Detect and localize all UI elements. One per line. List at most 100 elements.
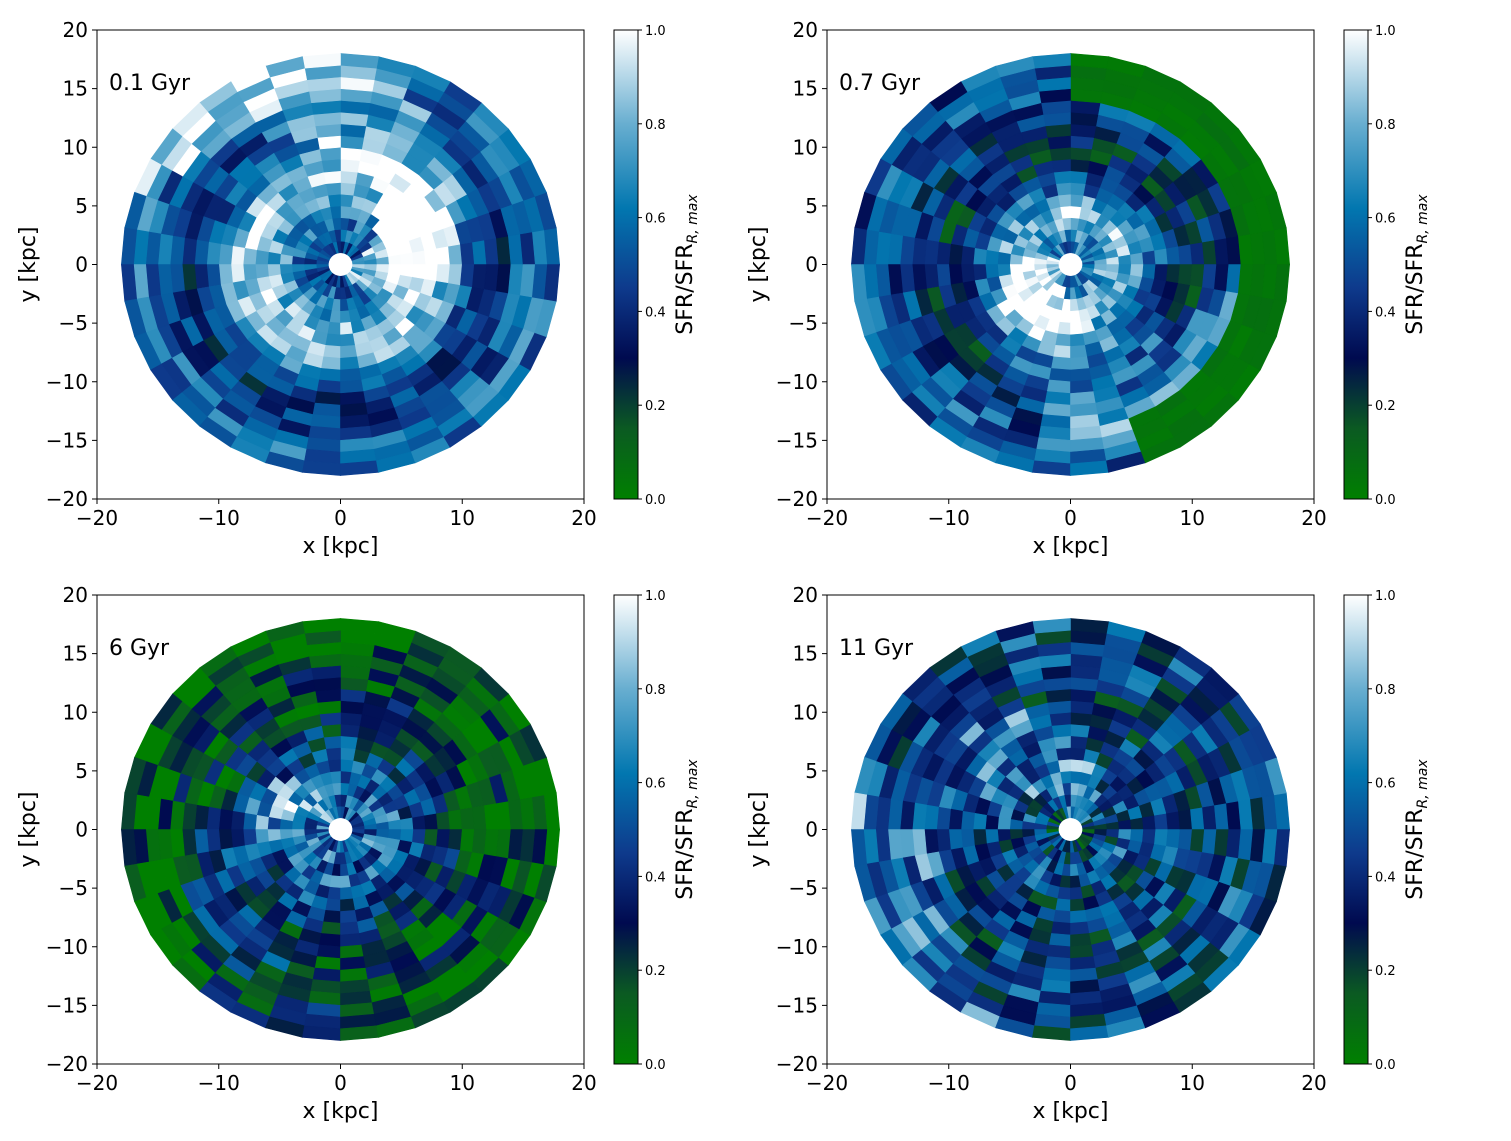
sfr-cell bbox=[948, 264, 963, 286]
sfr-cell bbox=[242, 247, 257, 265]
sfr-cell bbox=[1142, 814, 1157, 830]
sfr-cell bbox=[340, 747, 356, 761]
sfr-cell bbox=[1070, 368, 1092, 383]
sfr-cell bbox=[1055, 333, 1071, 347]
y-tick-label: −15 bbox=[46, 428, 88, 452]
sfr-cell bbox=[1049, 368, 1071, 383]
sfr-cell bbox=[1053, 345, 1071, 359]
sfr-cell bbox=[1009, 253, 1023, 265]
colorbar-tick-label: 0.0 bbox=[645, 493, 666, 508]
sfr-cell bbox=[340, 735, 358, 749]
x-tick-label: 20 bbox=[1301, 506, 1326, 530]
sfr-cell bbox=[412, 829, 427, 845]
y-tick-label: 0 bbox=[805, 818, 818, 842]
sfr-cell bbox=[960, 810, 975, 830]
x-tick-label: −20 bbox=[806, 1071, 848, 1095]
y-tick-label: −20 bbox=[46, 487, 88, 511]
sfr-cell bbox=[230, 264, 245, 284]
x-tick-label: −20 bbox=[76, 1071, 118, 1095]
sfr-cell bbox=[436, 810, 451, 830]
sfr-cell bbox=[1053, 170, 1071, 184]
sfr-cell bbox=[460, 806, 475, 830]
sfr-cell bbox=[340, 921, 360, 936]
sfr-cell bbox=[1070, 182, 1086, 196]
y-tick-label: −20 bbox=[46, 1052, 88, 1076]
y-tick-label: 15 bbox=[63, 77, 88, 101]
sfr-cell bbox=[984, 264, 999, 280]
colorbar-label: SFR/SFRR, max bbox=[673, 759, 701, 900]
panel-annotation: 6 Gyr bbox=[109, 636, 170, 661]
panel-annotation: 0.7 Gyr bbox=[839, 71, 921, 96]
y-tick-label: −15 bbox=[776, 428, 818, 452]
sfr-cell bbox=[340, 711, 362, 726]
sfr-cell bbox=[340, 158, 360, 173]
sfr-cell bbox=[1070, 758, 1084, 773]
sfr-cell bbox=[400, 829, 414, 843]
colorbar-tick-label: 0.6 bbox=[645, 212, 666, 227]
sfr-cell bbox=[1154, 264, 1169, 282]
panel-6-gyr: −20 −10 0 10 20 −20 −15 −10 −5 0 5 10 15 20 x [kpc] y [… bbox=[16, 583, 701, 1124]
sfr-cell bbox=[1070, 921, 1090, 936]
sfr-cell bbox=[340, 944, 365, 959]
y-tick-label: −10 bbox=[776, 370, 818, 394]
sfr-cell bbox=[206, 241, 221, 265]
sfr-cell bbox=[340, 170, 358, 184]
sfr-cell bbox=[325, 333, 341, 347]
sfr-cell bbox=[319, 711, 341, 726]
sfr-cell bbox=[319, 933, 341, 948]
y-tick-label: −5 bbox=[789, 311, 818, 335]
y-axis-label: y [kpc] bbox=[16, 792, 41, 868]
sfr-cell bbox=[936, 241, 951, 265]
colorbar-tick-label: 0.2 bbox=[645, 399, 666, 414]
sfr-cell bbox=[544, 829, 560, 867]
sfr-cell bbox=[997, 251, 1011, 265]
sfr-cell bbox=[1070, 933, 1092, 948]
sfr-cell bbox=[340, 910, 358, 924]
y-tick-label: 10 bbox=[793, 700, 818, 724]
panel-0-7-gyr: −20 −10 0 10 20 −20 −15 −10 −5 0 5 10 15 20 x [kpc] y [… bbox=[746, 18, 1431, 559]
sfr-cell bbox=[1059, 875, 1071, 889]
sfr-cell bbox=[1059, 310, 1071, 324]
x-tick-label: −20 bbox=[806, 506, 848, 530]
y-tick-label: 0 bbox=[75, 253, 88, 277]
sfr-cell bbox=[448, 829, 463, 851]
sfr-cell bbox=[1049, 146, 1071, 161]
sfr-cell bbox=[319, 146, 341, 161]
sfr-cell bbox=[1070, 333, 1086, 347]
sfr-cell bbox=[1051, 723, 1071, 738]
sfr-cell bbox=[388, 264, 402, 276]
sfr-cell bbox=[242, 264, 257, 282]
y-tick-label: −10 bbox=[46, 370, 88, 394]
colorbar-tick-label: 0.8 bbox=[1375, 118, 1396, 133]
sfr-cell bbox=[321, 921, 341, 936]
sfr-cell bbox=[1070, 345, 1088, 359]
sfr-cell bbox=[340, 205, 352, 219]
x-tick-label: −10 bbox=[198, 506, 240, 530]
sfr-cell bbox=[1055, 182, 1071, 196]
colorbar-tick-label: 1.0 bbox=[1375, 589, 1396, 604]
sfr-map bbox=[851, 53, 1290, 476]
sfr-cell bbox=[1070, 135, 1095, 150]
sfr-cell bbox=[316, 700, 341, 715]
panel-annotation: 0.1 Gyr bbox=[109, 71, 191, 96]
sfr-cell bbox=[321, 158, 341, 173]
sfr-cell bbox=[230, 810, 245, 830]
colorbar-tick-label: 0.8 bbox=[645, 683, 666, 698]
sfr-cell bbox=[323, 345, 341, 359]
y-tick-label: −20 bbox=[776, 1052, 818, 1076]
sfr-cell bbox=[329, 310, 341, 324]
colorbar-tick-label: 0.2 bbox=[1375, 964, 1396, 979]
x-tick-label: 10 bbox=[450, 506, 475, 530]
sfr-cell bbox=[1057, 321, 1071, 336]
sfr-cell bbox=[997, 816, 1011, 830]
y-tick-label: 0 bbox=[75, 818, 88, 842]
colorbar-label: SFR/SFRR, max bbox=[1403, 759, 1431, 900]
sfr-cell bbox=[1046, 379, 1071, 394]
sfr-cell bbox=[319, 368, 341, 383]
sfr-cell bbox=[948, 829, 963, 851]
sfr-cell bbox=[316, 944, 341, 959]
sfr-cell bbox=[960, 245, 975, 265]
sfr-cell bbox=[254, 814, 269, 830]
sfr-cell bbox=[1046, 135, 1071, 150]
